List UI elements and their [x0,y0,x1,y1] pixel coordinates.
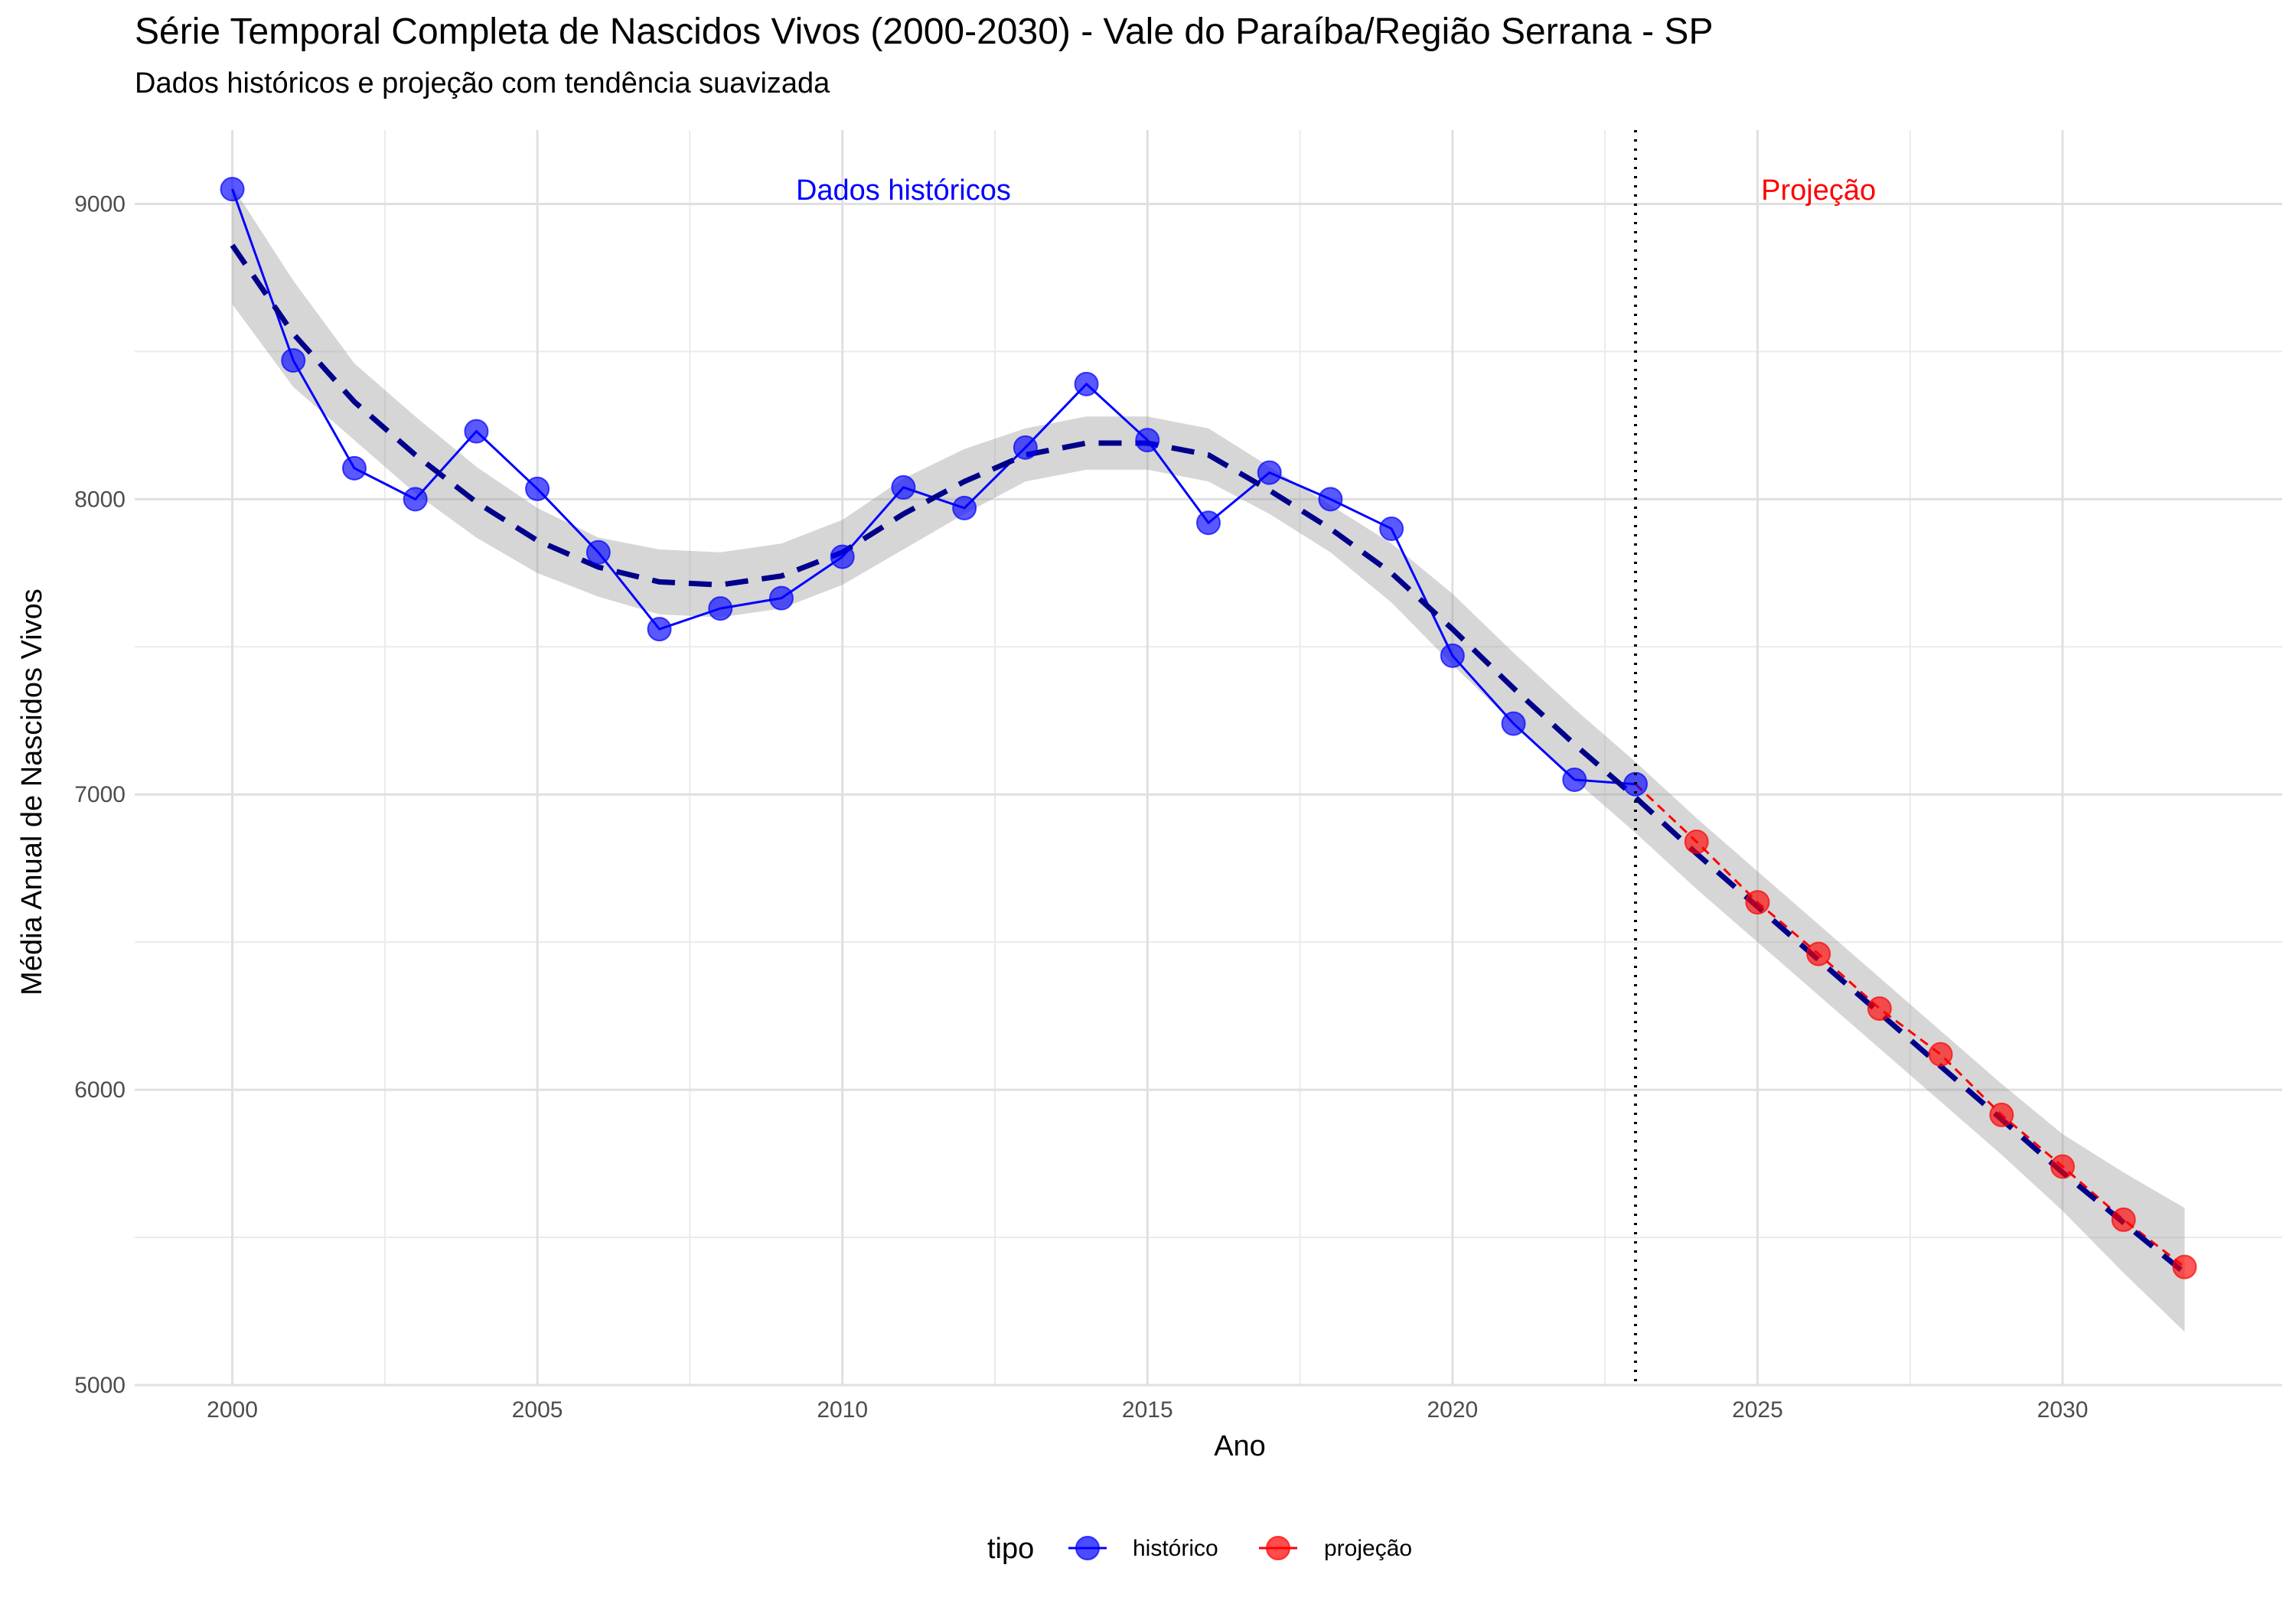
data-point-historico [341,455,367,481]
data-point-historico [1562,767,1587,792]
data-point-projecao [1928,1041,1953,1067]
data-point-historico [708,596,733,621]
x-tick-label: 2015 [1122,1397,1173,1423]
y-tick-label: 8000 [74,487,126,512]
data-point-historico [1196,510,1221,536]
data-point-historico [585,539,611,565]
trend-layer [230,243,2187,1276]
data-point-historico [464,419,489,444]
x-tick-label: 2030 [2037,1397,2089,1423]
data-point-projecao [1989,1102,2014,1127]
data-point-historico [1501,711,1526,736]
legend-label-historico: histórico [1133,1536,1218,1561]
x-tick-label: 2010 [817,1397,868,1423]
x-tick-label: 2000 [207,1397,258,1423]
data-point-historico [647,617,672,642]
y-tick-label: 9000 [74,191,126,217]
data-point-historico [1379,516,1404,541]
x-tick-label: 2005 [512,1397,563,1423]
points-layer [220,177,2197,1279]
data-point-historico [891,474,916,500]
data-point-historico [403,487,428,512]
data-point-historico [1257,460,1282,485]
data-point-projecao [1745,890,1770,915]
confidence-band-layer [232,186,2185,1332]
annotation-projecao: Projeção [1761,174,1876,207]
legend-label-projecao: projeção [1324,1536,1412,1561]
y-tick-label: 7000 [74,782,126,807]
x-tick-label: 2025 [1732,1397,1783,1423]
chart-subtitle: Dados históricos e projeção com tendênci… [135,67,830,99]
y-axis-title: Média Anual de Nascidos Vivos [16,588,48,996]
data-point-historico [952,495,977,520]
data-point-historico [281,347,306,373]
data-point-historico [830,544,855,569]
data-point-historico [220,177,245,202]
data-point-projecao [2050,1154,2076,1179]
data-point-historico [1013,435,1038,460]
chart-title: Série Temporal Completa de Nascidos Vivo… [135,11,1714,52]
data-point-projecao [1867,996,1892,1021]
trend-line [230,243,2187,1276]
data-point-historico [1440,643,1465,668]
legend-key-projecao-point [1266,1536,1290,1560]
labels-layer: 2000 2005 2010 2015 2020 2025 2030 5000 6000 7000… [74,174,2088,1423]
series-line-projecao [1634,783,2186,1268]
data-point-projecao [1684,829,1709,854]
data-point-projecao [2172,1254,2197,1279]
trend-confidence-band [232,186,2185,1332]
data-point-historico [1135,428,1160,453]
data-point-projecao [2111,1207,2136,1232]
y-tick-label: 5000 [74,1373,126,1398]
data-point-historico [1074,371,1099,396]
x-tick-label: 2020 [1427,1397,1478,1423]
grid-layer [135,130,2282,1387]
data-point-projecao [1806,941,1831,966]
legend-title: tipo [987,1533,1034,1565]
data-point-historico [1318,487,1343,512]
legend: tipo histórico projeção [987,1533,1412,1565]
data-point-historico [525,476,550,501]
y-tick-label: 6000 [74,1077,126,1103]
x-axis-title: Ano [1214,1430,1266,1462]
legend-key-historico-point [1075,1536,1100,1560]
annotation-dados-historicos: Dados históricos [796,174,1011,207]
data-point-historico [768,585,794,611]
